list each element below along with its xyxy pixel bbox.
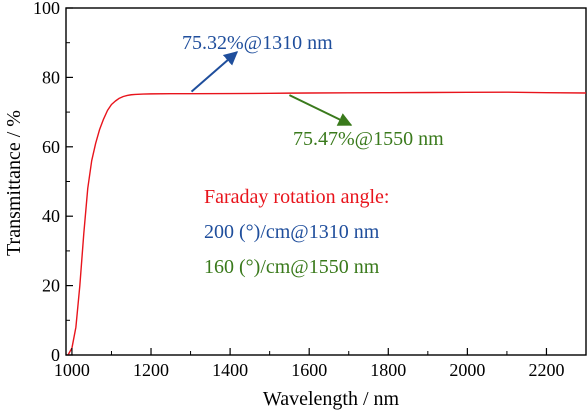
- y-axis-ticks: 0 20 40 60 80 100: [33, 0, 73, 365]
- y-tick-label: 40: [42, 206, 60, 226]
- x-tick-label: 1600: [291, 360, 327, 380]
- plot-area: [65, 7, 587, 356]
- arrow-1550: [288, 94, 353, 126]
- x-tick-label: 1200: [133, 360, 169, 380]
- y-tick-label: 20: [42, 276, 60, 296]
- x-tick-label: 2200: [528, 360, 564, 380]
- x-tick-label: 1800: [370, 360, 406, 380]
- x-tick-label: 1400: [212, 360, 248, 380]
- y-tick-label: 100: [33, 0, 60, 18]
- faraday-rotation-1310: 200 (°)/cm@1310 nm: [204, 221, 380, 243]
- x-axis-title: Wavelength / nm: [263, 388, 400, 410]
- transmittance-series-line: [67, 91, 587, 356]
- faraday-rotation-1550: 160 (°)/cm@1550 nm: [204, 256, 380, 278]
- faraday-rotation-title: Faraday rotation angle:: [204, 186, 390, 208]
- x-tick-label: 1000: [54, 360, 90, 380]
- y-axis-title: Transmittance / %: [3, 110, 25, 256]
- annotations: 75.32%@1310 nm 75.47%@1550 nm Faraday rota…: [182, 32, 444, 278]
- y-tick-label: 0: [51, 345, 60, 365]
- annotation-1550-transmittance: 75.47%@1550 nm: [293, 128, 444, 150]
- y-tick-label: 80: [42, 67, 60, 87]
- x-tick-label: 2000: [449, 360, 485, 380]
- x-axis-ticks: 1000 1200 1400 1600 1800 2000 2200: [54, 348, 587, 380]
- plot-frame: [65, 7, 587, 356]
- y-tick-label: 60: [42, 137, 60, 157]
- annotation-1310-transmittance: 75.32%@1310 nm: [182, 32, 333, 54]
- arrow-1310: [190, 51, 239, 93]
